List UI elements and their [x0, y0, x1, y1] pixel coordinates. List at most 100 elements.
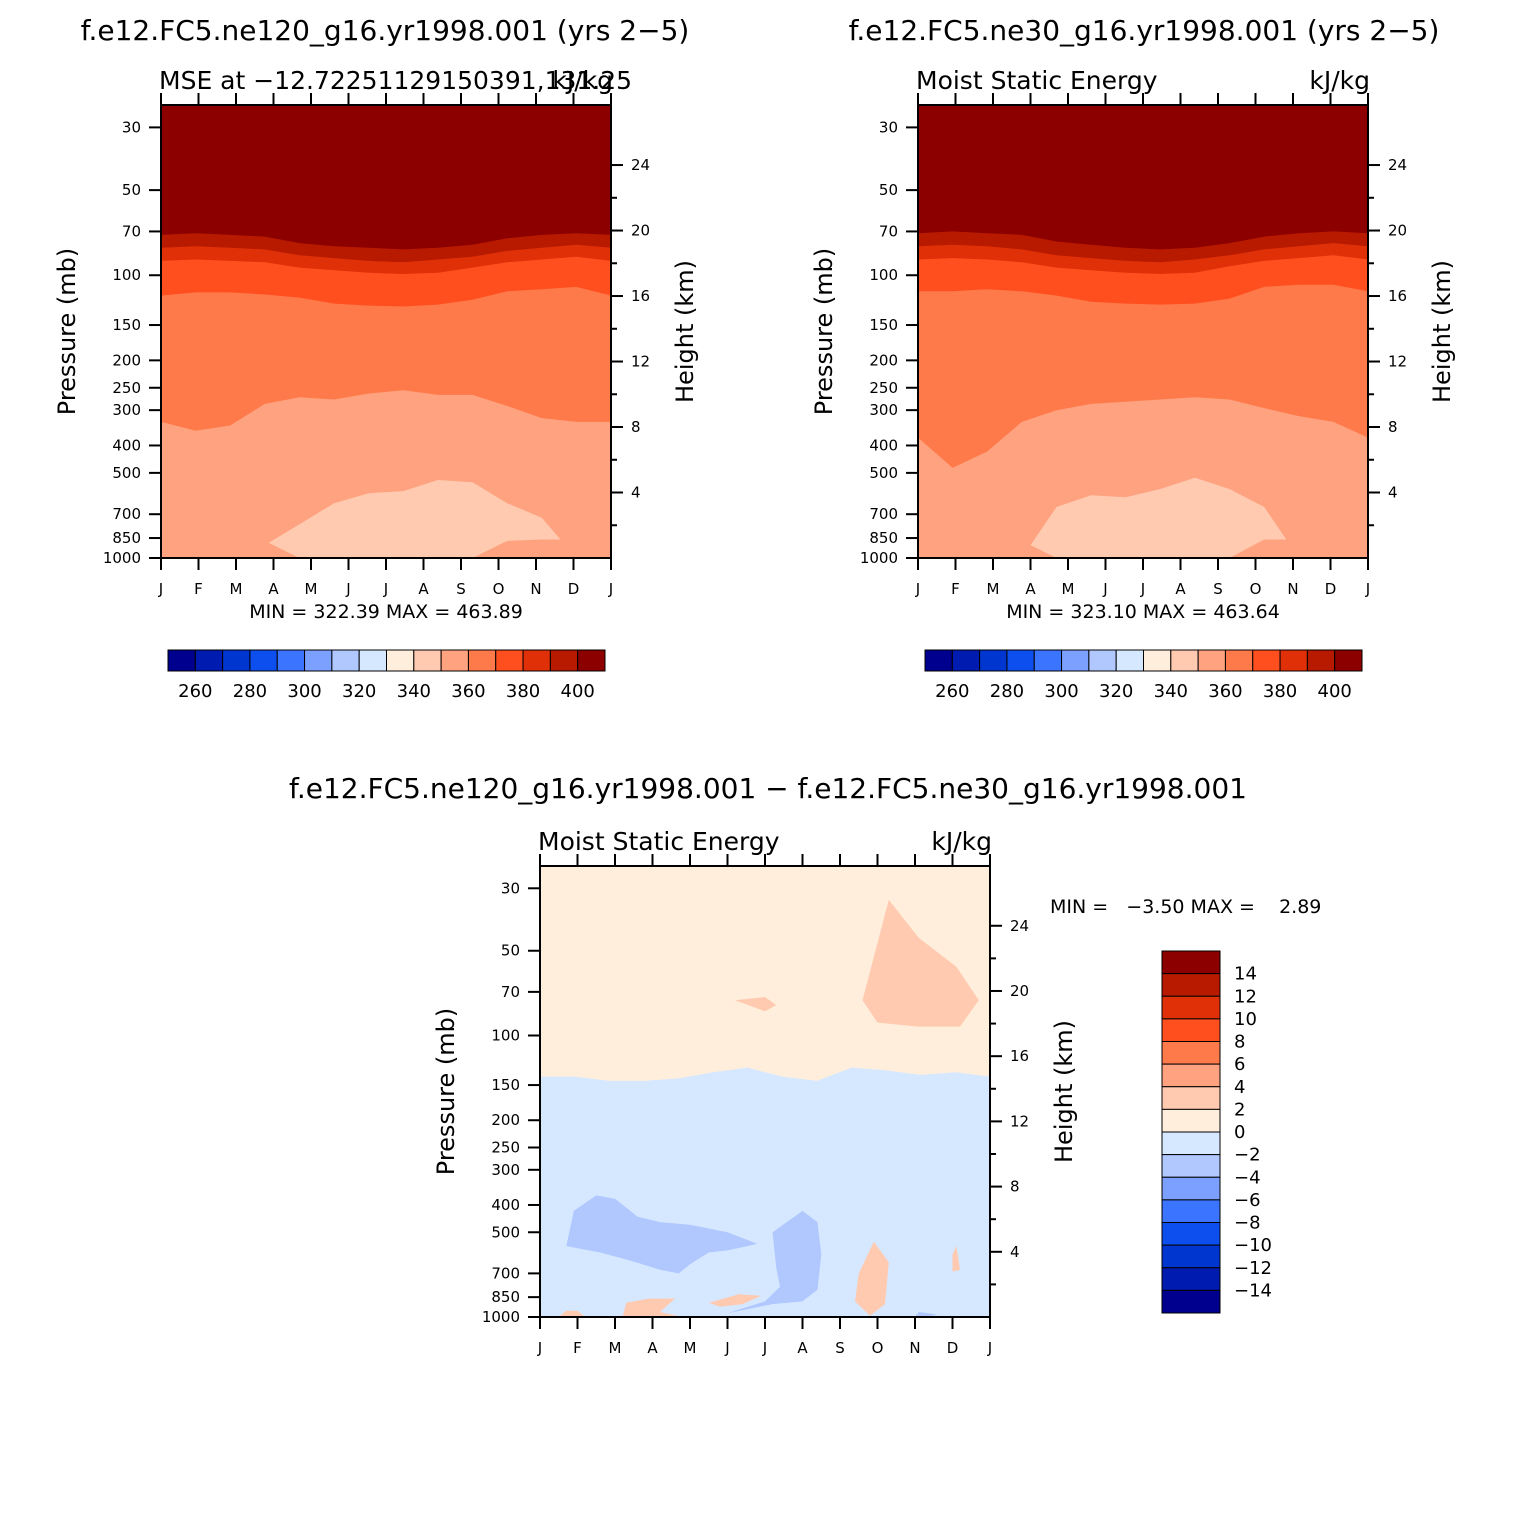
colorbar-swatch	[951, 649, 981, 672]
x-tick-label: F	[951, 580, 960, 598]
colorbar-swatch	[1170, 649, 1199, 672]
y-tick-label: 850	[491, 1288, 520, 1306]
x-tick-label: F	[194, 580, 203, 598]
x-tick-label: J	[1365, 580, 1370, 598]
contour-fills	[161, 105, 611, 558]
colorbar-swatch	[1161, 1222, 1221, 1246]
y-tick-label: 250	[869, 379, 898, 397]
colorbar-label: 320	[1099, 681, 1133, 702]
colorbar-label: 4	[1234, 1077, 1245, 1098]
y-tick-label: 70	[501, 983, 520, 1001]
y2-tick-label: 20	[631, 222, 650, 240]
colorbar-label: 10	[1234, 1009, 1257, 1030]
contour-region	[727, 1210, 822, 1314]
y2-axis-label: Height (km)	[671, 260, 699, 403]
contour-region	[952, 1246, 960, 1272]
y-tick-label: 50	[122, 181, 141, 199]
panel-units: kJ/kg	[931, 827, 992, 856]
contour-region	[915, 1312, 938, 1317]
colorbar-swatch	[979, 649, 1008, 672]
colorbar-label: −14	[1234, 1280, 1272, 1301]
x-tick-label: J	[345, 580, 350, 598]
colorbar-label: 280	[233, 681, 267, 702]
y2-tick-label: 8	[1388, 418, 1398, 436]
y-tick-label: 150	[112, 316, 141, 334]
colorbar-swatch	[1334, 649, 1363, 672]
panel-ne120: J F M A M J J A S O N D J 30 50 70 100 150 200 250 300 400 500…	[53, 66, 699, 623]
colorbar-swatch	[1197, 649, 1226, 672]
colorbar-label: 400	[561, 681, 595, 702]
y-tick-label: 850	[112, 529, 141, 547]
colorbar-label: −4	[1234, 1167, 1261, 1188]
contour-region	[708, 1294, 762, 1307]
panel-title: MSE at −12.72251129150391,131.25	[159, 66, 632, 95]
contour-fills	[540, 866, 990, 1317]
contour-region	[566, 1195, 758, 1274]
title-top-right: f.e12.FC5.ne30_g16.yr1998.001 (yrs 2−5)	[849, 14, 1440, 47]
y-axis-label: Pressure (mb)	[810, 248, 838, 415]
y-tick-label: 150	[491, 1076, 520, 1094]
colorbar-swatch	[467, 649, 497, 672]
y2-tick-label: 4	[631, 484, 641, 502]
colorbar-swatch	[1279, 649, 1308, 672]
x-tick-label: J	[724, 1339, 729, 1357]
colorbar-label: 400	[1318, 681, 1352, 702]
contour-region	[622, 1298, 683, 1317]
contour-band	[161, 480, 611, 558]
x-tick-label: J	[158, 580, 163, 598]
panel-difference: J F M A M J J A S O N D J305070100150200250300400500…	[432, 827, 1321, 1357]
colorbar-label: 360	[1208, 681, 1242, 702]
x-tick-label: O	[872, 1339, 884, 1357]
x-tick-label: J	[608, 580, 613, 598]
colorbar-swatch	[1252, 649, 1281, 672]
colorbar-swatch	[1161, 1063, 1221, 1088]
y-tick-label: 70	[122, 222, 141, 240]
y-axis-label: Pressure (mb)	[432, 1008, 460, 1175]
y2-tick-label: 8	[631, 418, 641, 436]
colorbar-swatch	[1161, 1199, 1221, 1223]
colorbar-label: 360	[451, 681, 485, 702]
y2-axis-label: Height (km)	[1428, 260, 1456, 403]
colorbar-swatch	[522, 649, 551, 672]
colorbar-label: 0	[1234, 1122, 1245, 1143]
y-tick-label: 1000	[103, 549, 141, 567]
colorbar-label: 300	[1044, 681, 1078, 702]
colorbar-swatch	[167, 649, 196, 672]
contour-band	[540, 866, 990, 1081]
x-tick-label: J	[383, 580, 388, 598]
colorbar-swatch	[1161, 1086, 1221, 1110]
x-tick-label: O	[1250, 580, 1262, 598]
panel-title: Moist Static Energy	[916, 66, 1158, 95]
y2-tick-label: 12	[1388, 353, 1407, 371]
colorbar-swatch	[1161, 1018, 1221, 1042]
colorbar-swatch	[1161, 1289, 1221, 1314]
x-tick-label: A	[1175, 580, 1186, 598]
colorbar-swatch	[924, 649, 953, 672]
x-tick-label: J	[762, 1339, 767, 1357]
colorbar-swatch	[440, 649, 469, 672]
colorbar-swatch	[1161, 1176, 1221, 1201]
y-tick-label: 850	[869, 529, 898, 547]
x-tick-label: N	[1287, 580, 1298, 598]
colorbar-swatch	[1143, 649, 1172, 672]
x-tick-label: J	[915, 580, 920, 598]
y-tick-label: 250	[112, 379, 141, 397]
x-tick-label: S	[835, 1339, 845, 1357]
panel-units: kJ/kg	[1309, 66, 1370, 95]
y-tick-label: 100	[491, 1026, 520, 1044]
colorbar-swatch	[304, 649, 333, 672]
colorbar-label: −10	[1234, 1235, 1272, 1256]
y2-tick-label: 24	[631, 156, 650, 174]
x-tick-label: A	[268, 580, 279, 598]
min-max-text: MIN = 322.39 MAX = 463.89	[249, 601, 523, 623]
colorbar-label: 2	[1234, 1099, 1245, 1120]
y-tick-label: 30	[501, 879, 520, 897]
colorbar-label: 380	[1263, 681, 1297, 702]
y-tick-label: 30	[879, 118, 898, 136]
y-tick-label: 50	[501, 942, 520, 960]
y-tick-label: 700	[491, 1264, 520, 1282]
y-tick-label: 500	[869, 464, 898, 482]
colorbar-label: 6	[1234, 1054, 1245, 1075]
x-tick-label: N	[909, 1339, 920, 1357]
